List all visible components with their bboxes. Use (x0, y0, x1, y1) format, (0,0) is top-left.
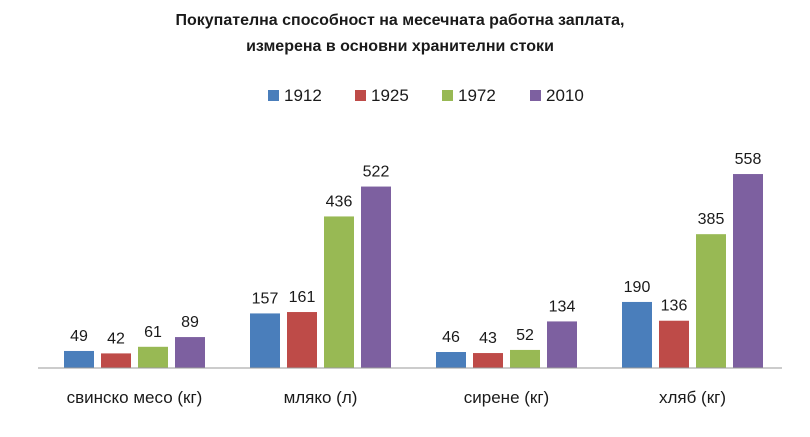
bar-1912-1 (250, 313, 280, 368)
legend: 1912 1925 1972 2010 (268, 86, 584, 105)
bar-1972-1 (324, 216, 354, 368)
legend-swatch-2010 (530, 90, 541, 101)
bar-2010-3 (733, 174, 763, 368)
legend-swatch-1925 (355, 90, 366, 101)
bar-2010-2 (547, 321, 577, 368)
legend-label-2010: 2010 (546, 86, 584, 105)
category-labels: свинско месо (кг) мляко (л) сирене (кг) хля… (67, 388, 726, 407)
data-label-1912-2: 46 (442, 329, 460, 346)
legend-swatch-1912 (268, 90, 279, 101)
data-label-1972-1: 436 (326, 193, 353, 210)
bar-1972-0 (138, 346, 168, 368)
bar-1912-2 (436, 352, 466, 368)
bars: 49 42 61 89 157 161 436 522 46 43 52 134 190 136 385 55… (64, 151, 763, 368)
data-label-1912-1: 157 (252, 290, 279, 307)
data-label-1912-0: 49 (70, 328, 88, 345)
data-label-2010-0: 89 (181, 314, 199, 331)
data-label-2010-3: 558 (735, 151, 762, 168)
data-label-1972-0: 61 (144, 324, 162, 341)
data-label-1925-0: 42 (107, 330, 125, 347)
data-label-1972-3: 385 (698, 211, 725, 228)
bar-1972-3 (696, 234, 726, 368)
chart-title-line-2: измерена в основни хранителни стоки (246, 38, 554, 55)
category-label-0: свинско месо (кг) (67, 388, 203, 407)
bar-1972-2 (510, 349, 540, 368)
data-label-2010-1: 522 (363, 164, 390, 181)
bar-1925-2 (473, 353, 503, 368)
data-label-1972-2: 52 (516, 327, 534, 344)
data-label-1912-3: 190 (624, 279, 651, 296)
category-label-1: мляко (л) (284, 388, 358, 407)
data-label-1925-1: 161 (289, 289, 316, 306)
bar-1925-3 (659, 320, 689, 368)
bar-1925-1 (287, 312, 317, 368)
legend-label-1925: 1925 (371, 86, 409, 105)
bar-1925-0 (101, 353, 131, 368)
bar-2010-0 (175, 337, 205, 368)
category-label-3: хляб (кг) (659, 388, 726, 407)
bar-1912-3 (622, 301, 652, 368)
bar-1912-0 (64, 350, 94, 368)
bar-2010-1 (361, 186, 391, 368)
chart-title-line-1: Покупателна способност на месечната рабо… (175, 12, 624, 29)
legend-label-1912: 1912 (284, 86, 322, 105)
data-label-1925-3: 136 (661, 298, 688, 315)
data-label-1925-2: 43 (479, 330, 497, 347)
legend-label-1972: 1972 (458, 86, 496, 105)
data-label-2010-2: 134 (549, 298, 576, 315)
legend-swatch-1972 (442, 90, 453, 101)
category-label-2: сирене (кг) (464, 388, 549, 407)
